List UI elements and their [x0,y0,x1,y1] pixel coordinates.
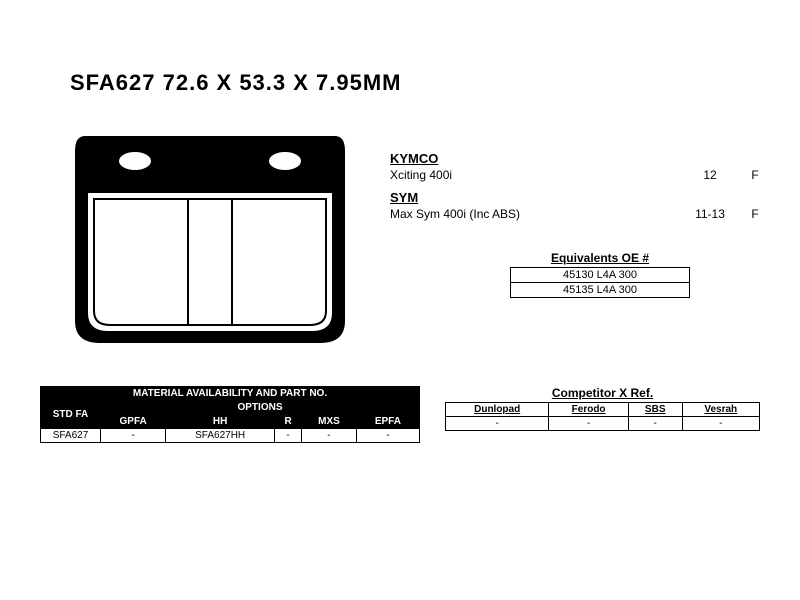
part-title: SFA627 72.6 X 53.3 X 7.95MM [70,70,770,96]
material-options-header: OPTIONS [101,401,420,415]
xref-col: Vesrah [682,403,759,417]
material-header: MATERIAL AVAILABILITY AND PART NO. [41,387,420,401]
material-std-header: STD FA [41,401,101,429]
xref-label: Competitor X Ref. [445,386,760,400]
material-cell: - [302,429,357,443]
material-cell: - [275,429,302,443]
material-cell: - [356,429,419,443]
oe-table: 45130 L4A 300 45135 L4A 300 [510,267,690,298]
fitment-row: Xciting 400i 12 F [390,168,770,182]
material-cell: - [101,429,166,443]
bottom-tables: MATERIAL AVAILABILITY AND PART NO. STD F… [30,386,770,443]
fitment-position: F [740,168,770,182]
material-row: SFA627 - SFA627HH - - - [41,429,420,443]
fitment-model: Xciting 400i [390,168,680,182]
xref-cell: - [682,417,759,431]
fitment-year: 11-13 [680,207,740,221]
xref-col: Ferodo [549,403,629,417]
oe-number: 45135 L4A 300 [511,283,690,298]
oe-number: 45130 L4A 300 [511,268,690,283]
oe-equivalents: Equivalents OE # 45130 L4A 300 45135 L4A… [510,251,690,298]
material-cell: SFA627HH [166,429,275,443]
xref-table: Dunlopad Ferodo SBS Vesrah - - - - [445,402,760,431]
xref-cell: - [549,417,629,431]
brake-pad-illustration [30,121,370,356]
material-col: EPFA [356,415,419,429]
xref-cell: - [628,417,682,431]
xref-col: Dunlopad [446,403,549,417]
fitment-brand: SYM [390,190,770,205]
xref-wrap: Competitor X Ref. Dunlopad Ferodo SBS Ve… [445,386,760,443]
fitment-position: F [740,207,770,221]
material-col: R [275,415,302,429]
fitment-model: Max Sym 400i (Inc ABS) [390,207,680,221]
fitment-brand: KYMCO [390,151,770,166]
material-col: HH [166,415,275,429]
fitment-year: 12 [680,168,740,182]
oe-label: Equivalents OE # [510,251,690,265]
material-col: GPFA [101,415,166,429]
xref-row: - - - - [446,417,760,431]
main-content: KYMCO Xciting 400i 12 F SYM Max Sym 400i… [30,121,770,356]
material-table-wrap: MATERIAL AVAILABILITY AND PART NO. STD F… [40,386,420,443]
xref-col: SBS [628,403,682,417]
xref-cell: - [446,417,549,431]
material-table: MATERIAL AVAILABILITY AND PART NO. STD F… [40,386,420,443]
material-std-value: SFA627 [41,429,101,443]
fitment-row: Max Sym 400i (Inc ABS) 11-13 F [390,207,770,221]
fitment-column: KYMCO Xciting 400i 12 F SYM Max Sym 400i… [370,121,770,356]
material-col: MXS [302,415,357,429]
